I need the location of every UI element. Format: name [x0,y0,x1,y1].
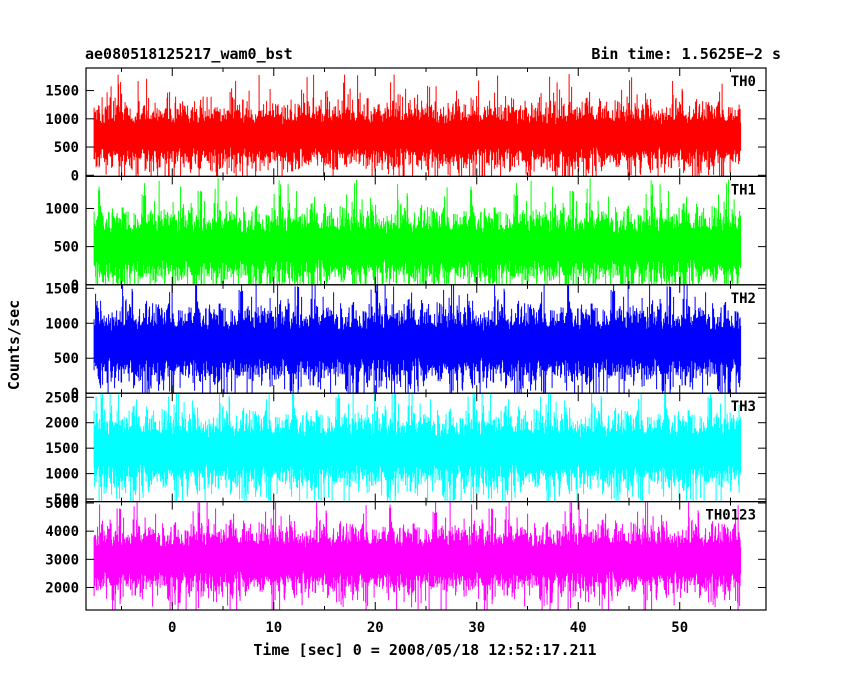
y-tick-label: 2000 [45,580,79,596]
y-tick-label: 0 [71,278,79,294]
panel-label-th0123: TH0123 [705,508,756,524]
y-tick-label: 0 [71,386,79,402]
y-tick-label: 0 [71,168,79,184]
chart-title-left: ae080518125217_wam0_bst [85,45,293,63]
y-tick-label: 4000 [45,524,79,540]
x-tick-label: 20 [367,620,384,636]
y-tick-label: 1000 [45,201,79,217]
x-axis-label: Time [sec] 0 = 2008/05/18 12:52:17.211 [253,641,596,659]
series-th2 [93,284,742,394]
series-th0 [93,74,742,177]
y-tick-label: 3000 [45,552,79,568]
panel-th3: 500 1000 1500 2000 2500 TH3 [45,390,767,508]
panels-group: 050010001500TH005001000TH1050010001500TH… [45,67,767,636]
x-tick-label: 50 [671,620,688,636]
panel-th2: 0 500 1000 1500 TH2 [45,281,767,402]
y-tick-label: 500 [54,140,79,156]
y-tick-label: 1500 [45,281,79,297]
panel-label-th3: TH3 [731,399,756,415]
chart-title-right: Bin time: 1.5625E−2 s [591,45,781,63]
x-tick-label: 0 [168,620,176,636]
panel-label-th2: TH2 [731,291,756,307]
x-tick-label: 10 [265,620,282,636]
y-tick-label: 500 [54,240,79,256]
panel-th0: 0 500 1000 1500 TH0 [45,67,767,184]
x-tick-label: 40 [570,620,587,636]
panel-label-th1: TH1 [731,182,756,198]
y-tick-label: 2000 [45,416,79,432]
y-tick-label: 1000 [45,467,79,483]
y-tick-label: 1500 [45,441,79,457]
y-tick-label: 500 [54,351,79,367]
y-axis-label: Counts/sec [5,300,23,390]
series-th3 [93,393,742,502]
y-tick-label: 1000 [45,112,79,128]
panel-label-th0: TH0 [731,74,756,90]
panel-th0123: 2000 3000 4000 5000 TH0123 [45,496,767,611]
series-th1 [93,178,742,285]
y-tick-label: 1000 [45,316,79,332]
panel-th1: 0 500 1000 TH1 [45,175,767,294]
series-th0123 [93,501,742,611]
y-tick-label: 5000 [45,496,79,512]
x-tick-label: 30 [468,620,485,636]
y-tick-label: 500 [54,492,79,508]
y-tick-label: 2500 [45,390,79,406]
y-tick-label: 1500 [45,84,79,100]
